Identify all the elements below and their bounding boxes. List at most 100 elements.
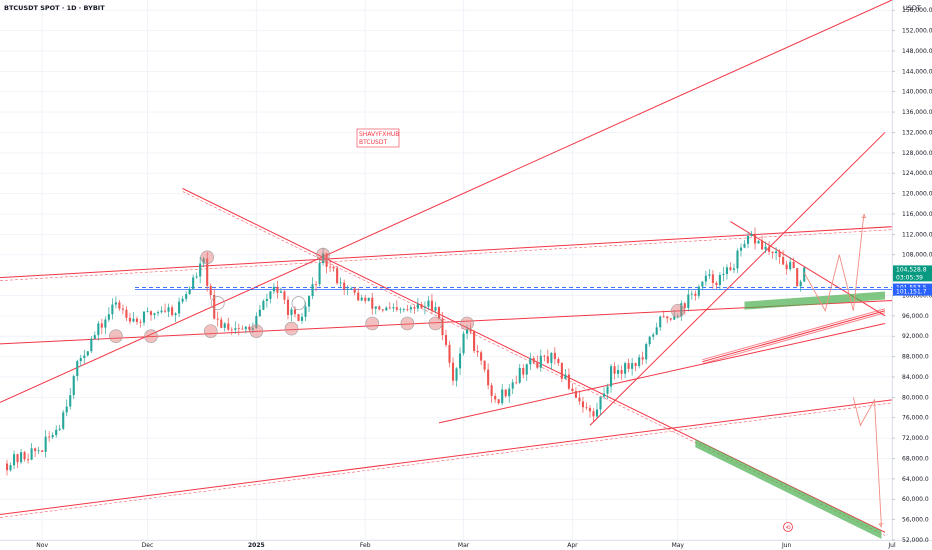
y-tick-label: 144,000.0 [902,68,932,75]
candle-body [413,307,416,309]
candle-body [76,361,79,377]
candle-body [430,300,434,311]
svg-text:⟲: ⟲ [785,525,790,532]
candle-body [610,366,613,387]
candle-body [269,291,272,299]
candle-body [142,311,146,323]
undo-icon[interactable]: ⟲ [783,522,793,532]
candle-body [462,333,465,354]
candle-body [729,267,732,270]
candle-body [504,389,507,397]
annotation-line-2: BTCUSDT [359,139,387,146]
candle-body [687,294,690,308]
y-tick-label: 128,000.0 [902,150,932,157]
x-tick-label: Nov [36,542,48,549]
candle-body [581,401,585,408]
pivot-marker [670,303,685,318]
candle-body [487,369,490,386]
candle-body [216,318,219,320]
candle-body [483,360,486,370]
candle-body [139,321,142,323]
candle-body [279,291,282,293]
candle-body [220,319,223,328]
candle-body [90,338,93,352]
trendline [702,310,886,363]
candle-body [641,357,644,360]
candle-body [416,304,419,309]
x-tick-label: 2025 [248,542,265,549]
y-tick-label: 136,000.0 [902,109,932,116]
candle-body [286,299,290,315]
candle-body [297,314,300,321]
candle-body [690,293,693,295]
pivot-marker [428,316,443,331]
trendline-double [702,312,886,365]
candle-body [631,363,634,369]
candle-body [114,302,117,305]
trendline-offset [0,229,893,281]
candle-body [241,328,244,330]
candle-body [648,336,651,345]
candle-body [476,350,479,353]
candle-body [149,311,153,315]
candle-body [599,396,602,410]
candle-body [620,370,623,374]
pivot-marker [249,324,264,338]
candle-body [550,352,553,363]
markers [109,247,685,344]
x-tick-label: Jul [887,542,896,549]
candle-body [255,316,258,329]
candle-body [223,323,226,328]
candle-body [768,246,771,252]
candle-body [353,288,356,293]
candle-body [258,309,261,317]
candle-body [174,313,177,316]
candle-body [711,274,714,283]
candle-body [392,307,395,309]
y-tick-label: 156,000.0 [902,7,932,14]
y-tick-label: 132,000.0 [902,129,932,136]
candle-body [128,317,131,322]
candle-body [420,304,423,308]
candle-body [676,316,679,318]
candle-body [388,307,391,309]
pivot-marker [400,316,415,331]
candle-body [374,306,377,309]
y-tick-label: 152,000.0 [902,28,932,35]
pivot-marker [109,329,123,344]
time-axis[interactable]: Nov Dec 2025 Feb Mar Apr May Jun Jul [36,542,896,549]
candle-body [83,355,86,358]
candle-body [771,251,774,254]
candle-body [30,448,33,460]
candle-body [55,429,58,436]
candle-body [402,309,405,311]
y-tick-label: 116,000.0 [902,211,932,218]
candle-body [697,286,700,296]
candle-body [602,393,606,397]
candle-body [753,233,757,244]
y-tick-label: 120,000.0 [902,191,932,198]
candle-body [97,323,100,336]
candle-body [694,293,697,296]
candle-body [237,328,240,329]
candle-body [132,318,135,322]
annotation-box[interactable]: SHAVYFXHUB BTCUSDT [356,128,399,148]
candle-body [722,274,725,276]
candle-body [385,307,388,311]
candle-body [62,412,65,429]
candle-body [409,307,412,310]
candle-body [185,294,188,299]
pivot-marker-hollow [291,296,306,310]
candle-body [764,246,767,250]
candle-body [761,240,764,250]
candle-body [360,297,363,301]
candle-body [100,323,103,328]
candle-body [181,298,184,302]
projections [803,213,884,528]
candle-body [244,326,247,330]
price-tag-value: 104,528.8 [896,266,927,273]
y-tick-label: 68,000.0 [902,455,929,462]
candle-body [135,318,139,322]
